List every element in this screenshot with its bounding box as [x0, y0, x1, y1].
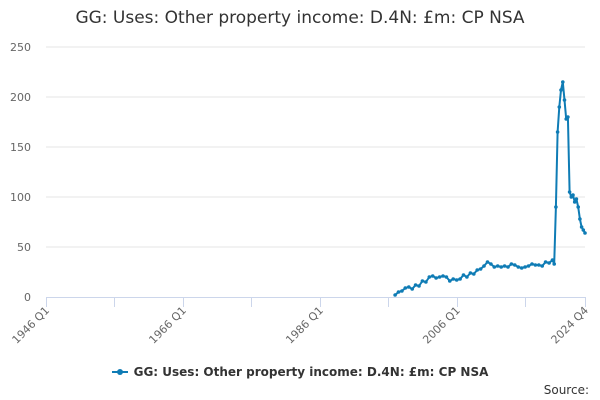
data-point[interactable] — [530, 262, 534, 266]
data-point[interactable] — [562, 98, 567, 102]
data-point[interactable] — [417, 284, 421, 288]
x-axis-ticks: 1946 Q1 1966 Q1 1986 Q1 2006 Q1 2024 Q4 — [10, 297, 592, 347]
data-point[interactable] — [454, 278, 459, 282]
data-point[interactable] — [540, 264, 544, 268]
data-point[interactable] — [430, 274, 435, 278]
data-point[interactable] — [403, 286, 408, 290]
data-point[interactable] — [495, 264, 500, 268]
data-point[interactable] — [550, 258, 555, 262]
data-point[interactable] — [393, 293, 397, 297]
data-point[interactable] — [413, 283, 418, 287]
data-point[interactable] — [448, 279, 452, 283]
legend-swatch — [111, 367, 128, 377]
data-point[interactable] — [506, 265, 510, 269]
data-point[interactable] — [537, 263, 541, 267]
data-point[interactable] — [465, 275, 469, 279]
data-point[interactable] — [543, 260, 548, 264]
legend-label: GG: Uses: Other property income: D.4N: £… — [133, 365, 489, 379]
data-point[interactable] — [579, 225, 584, 229]
data-point[interactable] — [489, 262, 493, 266]
data-point[interactable] — [451, 277, 456, 281]
source-label: Source: — [543, 383, 589, 397]
data-point[interactable] — [492, 265, 497, 269]
x-tick-label: 2006 Q1 — [420, 304, 463, 347]
data-point[interactable] — [555, 130, 560, 134]
data-point[interactable] — [437, 275, 442, 279]
x-tick-label: 2024 Q4 — [549, 304, 592, 347]
data-point[interactable] — [566, 115, 570, 119]
series-layer — [393, 80, 587, 297]
y-tick-label: 200 — [10, 91, 31, 104]
data-point[interactable] — [513, 263, 517, 267]
data-point[interactable] — [519, 266, 524, 270]
data-point[interactable] — [571, 193, 575, 197]
data-point[interactable] — [424, 280, 428, 284]
data-point[interactable] — [499, 265, 504, 269]
data-point[interactable] — [578, 217, 582, 221]
data-point[interactable] — [468, 271, 473, 275]
data-point[interactable] — [533, 263, 538, 267]
data-point[interactable] — [559, 88, 563, 92]
y-tick-label: 250 — [10, 41, 31, 54]
data-point[interactable] — [485, 260, 490, 264]
data-point[interactable] — [576, 205, 580, 209]
data-point[interactable] — [396, 290, 401, 294]
y-tick-label: 50 — [17, 241, 31, 254]
data-point[interactable] — [444, 275, 449, 279]
legend[interactable]: GG: Uses: Other property income: D.4N: £… — [0, 365, 600, 379]
x-tick-label: 1986 Q1 — [283, 304, 326, 347]
data-point[interactable] — [547, 261, 551, 265]
data-point[interactable] — [400, 289, 404, 293]
data-point[interactable] — [458, 277, 462, 281]
data-point[interactable] — [567, 190, 572, 194]
data-point[interactable] — [461, 273, 466, 277]
y-tick-label: 0 — [24, 291, 31, 304]
data-point[interactable] — [572, 200, 577, 204]
data-point[interactable] — [557, 105, 562, 109]
x-tick-label: 1946 Q1 — [10, 304, 53, 347]
data-point[interactable] — [574, 197, 579, 201]
data-point[interactable] — [478, 267, 483, 271]
y-tick-label: 100 — [10, 191, 31, 204]
x-tick-label: 1966 Q1 — [146, 304, 189, 347]
data-point[interactable] — [502, 264, 507, 268]
data-point[interactable] — [475, 268, 480, 272]
data-point[interactable] — [410, 287, 415, 291]
y-tick-label: 150 — [10, 141, 31, 154]
data-point[interactable] — [509, 262, 514, 266]
data-point[interactable] — [420, 279, 425, 283]
data-point[interactable] — [583, 231, 587, 235]
data-point[interactable] — [427, 275, 432, 279]
data-point[interactable] — [407, 285, 411, 289]
data-point[interactable] — [472, 272, 476, 276]
data-point[interactable] — [581, 228, 586, 232]
y-axis-tick-labels: 0 50 100 150 200 250 — [10, 41, 31, 304]
data-point[interactable] — [441, 274, 445, 278]
data-point[interactable] — [554, 205, 558, 209]
data-point[interactable] — [434, 276, 438, 280]
data-point[interactable] — [526, 264, 531, 268]
data-point[interactable] — [482, 264, 486, 268]
data-point[interactable] — [516, 265, 521, 269]
data-point[interactable] — [561, 80, 565, 84]
chart-title: GG: Uses: Other property income: D.4N: £… — [75, 8, 525, 28]
grid-lines — [46, 46, 585, 248]
data-point[interactable] — [552, 262, 556, 266]
data-point[interactable] — [523, 265, 527, 269]
